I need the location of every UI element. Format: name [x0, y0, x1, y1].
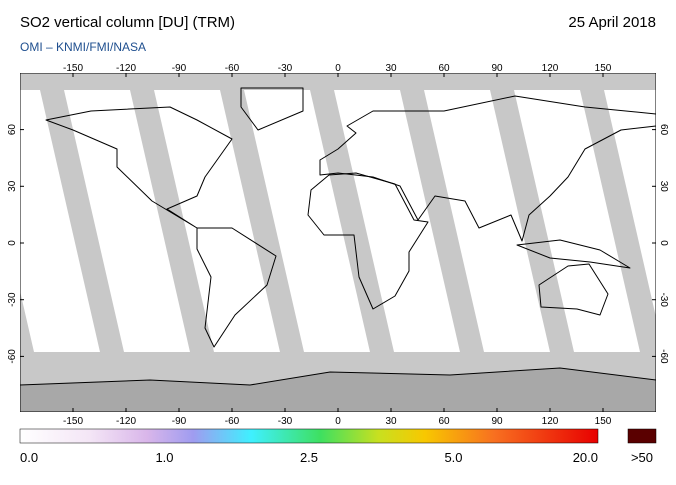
lon-label-bottom: -30 [278, 416, 293, 427]
lat-label-right: 60 [658, 124, 669, 136]
lon-label-bottom: -150 [63, 416, 83, 427]
colorbar-label: 0.0 [20, 450, 38, 465]
lon-label-top: -30 [278, 63, 293, 74]
lat-label-left: 60 [7, 124, 18, 136]
date: 25 April 2018 [568, 14, 656, 31]
lon-label-top: -150 [63, 63, 83, 74]
colorbar-label: 2.5 [300, 450, 318, 465]
lon-label-bottom: 150 [595, 416, 612, 427]
lon-label-top: -90 [172, 63, 187, 74]
lat-label-right: 30 [658, 181, 669, 193]
title: SO2 vertical column [DU] (TRM) [20, 14, 235, 31]
lat-label-left: 30 [7, 180, 18, 192]
lat-label-left: 0 [7, 240, 18, 246]
lon-label-top: 0 [335, 63, 341, 74]
lat-label-right: 0 [658, 240, 669, 246]
lon-label-bottom: -90 [172, 416, 187, 427]
colorbar-labels: 0.0 1.0 2.5 5.0 20.0 [20, 450, 598, 465]
map [20, 73, 656, 412]
colorbar-overflow [627, 428, 657, 444]
lon-label-top: -60 [225, 63, 240, 74]
lon-label-top: 120 [542, 63, 559, 74]
lon-label-bottom: 60 [438, 416, 450, 427]
credit: OMI – KNMI/FMI/NASA [20, 40, 146, 54]
colorbar [19, 428, 599, 444]
lon-label-top: 90 [491, 63, 503, 74]
swath-gaps [20, 90, 656, 352]
lat-label-right: -60 [658, 349, 669, 364]
lon-label-bottom: 30 [385, 416, 397, 427]
lon-label-top: 30 [385, 63, 397, 74]
lat-label-right: -30 [658, 292, 669, 307]
lon-label-bottom: 120 [542, 416, 559, 427]
lon-label-bottom: 0 [335, 416, 341, 427]
colorbar-label: 5.0 [444, 450, 462, 465]
antarctica [20, 367, 656, 412]
graticule-ticks: -150 -150 -120 -120 -90 -90 -60 -60 -30 -30 0 0 30 30… [7, 63, 669, 427]
lon-label-bottom: -120 [116, 416, 136, 427]
coastlines [20, 87, 656, 412]
lat-label-left: -60 [7, 349, 18, 364]
lon-label-top: -120 [116, 63, 136, 74]
lat-label-left: -30 [7, 292, 18, 307]
lon-label-bottom: -60 [225, 416, 240, 427]
lon-label-top: 150 [595, 63, 612, 74]
colorbar-overflow-label: >50 [631, 450, 653, 465]
colorbar-label: 20.0 [573, 450, 598, 465]
lon-label-bottom: 90 [491, 416, 503, 427]
lon-label-top: 60 [438, 63, 450, 74]
colorbar-label: 1.0 [155, 450, 173, 465]
